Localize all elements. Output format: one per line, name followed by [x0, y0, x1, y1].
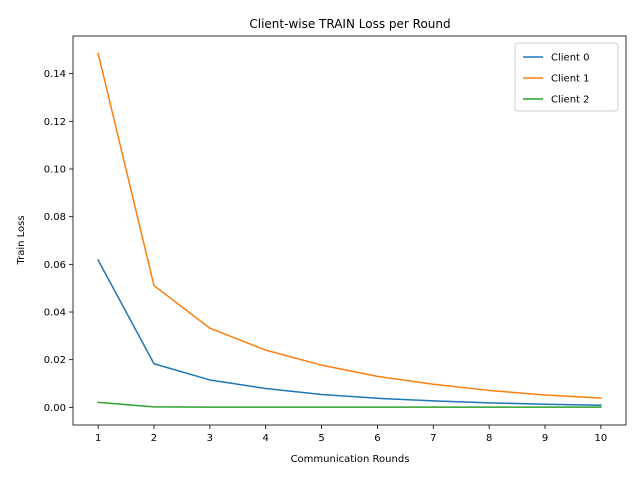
x-tick-label: 5	[318, 433, 324, 444]
plot-frame	[72, 35, 627, 426]
series-line-client-1	[97, 52, 602, 399]
x-tick-label: 9	[542, 433, 548, 444]
y-tick-label: 0.10	[44, 165, 66, 176]
x-tick-label: 3	[207, 433, 213, 444]
x-axis-title: Communication Rounds	[291, 454, 410, 465]
y-tick-label: 0.02	[44, 355, 66, 366]
chart-title: Client-wise TRAIN Loss per Round	[249, 17, 450, 31]
legend-label: Client 0	[551, 53, 590, 64]
series-layer	[97, 52, 602, 408]
y-tick-label: 0.00	[44, 403, 66, 414]
y-tick-label: 0.12	[44, 117, 66, 128]
y-tick-label: 0.08	[44, 212, 66, 223]
y-axis-title: Train Loss	[16, 215, 27, 265]
x-tick-label: 7	[430, 433, 436, 444]
x-tick-label: 6	[374, 433, 380, 444]
y-tick-label: 0.04	[44, 308, 66, 319]
x-tick-label: 2	[151, 433, 157, 444]
x-tick-label: 8	[486, 433, 492, 444]
series-line-client-2	[97, 401, 602, 408]
x-axis: 1 2 3 4 5 6 7 8 9 10	[95, 425, 607, 444]
legend-box	[514, 42, 619, 112]
y-tick-label: 0.14	[44, 69, 66, 80]
y-axis: 0.00 0.02 0.04 0.06 0.08 0.10 0.12 0.14	[44, 69, 73, 414]
legend-label: Client 1	[551, 74, 590, 85]
legend: Client 0 Client 1 Client 2	[514, 42, 619, 112]
x-tick-label: 4	[263, 433, 269, 444]
x-tick-label: 10	[594, 433, 607, 444]
series-line-client-0	[97, 259, 602, 406]
legend-label: Client 2	[551, 95, 590, 106]
x-tick-label: 1	[95, 433, 101, 444]
y-tick-label: 0.06	[44, 260, 66, 271]
